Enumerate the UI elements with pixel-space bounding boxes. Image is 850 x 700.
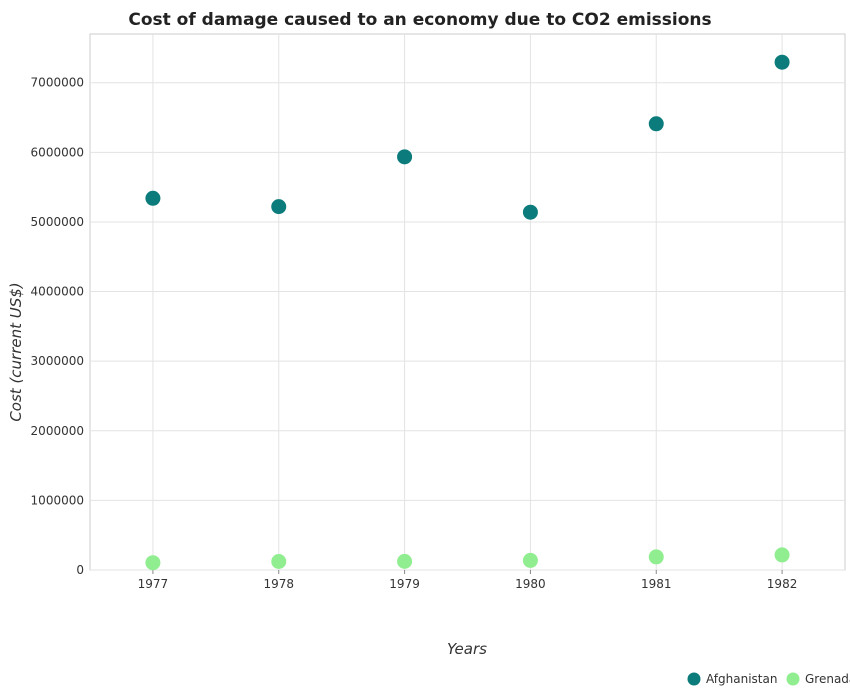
point-grenada — [145, 555, 161, 571]
point-afghanistan — [522, 204, 538, 220]
y-tick-label: 3000000 — [31, 354, 84, 368]
point-afghanistan — [271, 199, 287, 215]
y-tick-label: 0 — [76, 563, 84, 577]
y-tick-label: 2000000 — [31, 424, 84, 438]
plot-frame — [89, 33, 846, 571]
legend-label: Afghanistan — [706, 672, 777, 686]
y-tick-label: 1000000 — [31, 493, 84, 507]
plot-area: 0 1000000 2000000 3000000 4000000 5000000 6000… — [31, 33, 846, 591]
point-grenada — [522, 552, 538, 568]
y-tick-label: 7000000 — [31, 76, 84, 90]
point-grenada — [271, 554, 287, 570]
y-axis-label: Cost (current US$) — [7, 282, 25, 421]
legend-marker — [687, 672, 701, 686]
point-afghanistan — [397, 149, 413, 165]
point-afghanistan — [648, 116, 664, 132]
x-tick-label: 1979 — [389, 577, 420, 591]
y-tick-label: 4000000 — [31, 285, 84, 299]
x-tick-label: 1981 — [641, 577, 672, 591]
point-afghanistan — [145, 190, 161, 206]
point-grenada — [774, 547, 790, 563]
x-tick-label: 1982 — [767, 577, 798, 591]
x-tick-label: 1978 — [263, 577, 294, 591]
y-tick-label: 5000000 — [31, 215, 84, 229]
point-afghanistan — [774, 54, 790, 70]
legend: Afghanistan Grenada — [687, 672, 850, 686]
x-tick-label: 1977 — [138, 577, 169, 591]
chart-title: Cost of damage caused to an economy due … — [128, 10, 711, 30]
point-grenada — [648, 549, 664, 565]
legend-label: Grenada — [805, 672, 850, 686]
point-grenada — [397, 553, 413, 569]
y-tick-label: 6000000 — [31, 145, 84, 159]
x-tick-label: 1980 — [515, 577, 546, 591]
x-axis-label: Years — [447, 640, 487, 658]
legend-marker — [786, 672, 800, 686]
